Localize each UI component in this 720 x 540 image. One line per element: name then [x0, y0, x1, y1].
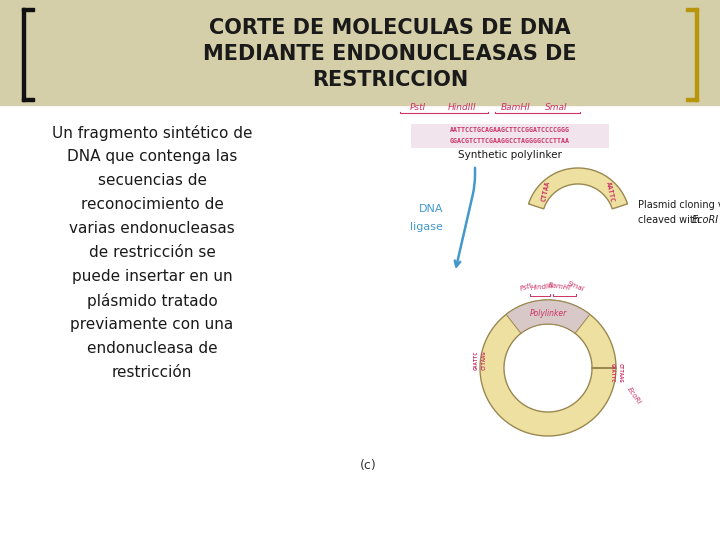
Text: CTTAA: CTTAA	[541, 181, 552, 202]
Text: puede insertar en un: puede insertar en un	[72, 269, 233, 284]
Text: endonucleasa de: endonucleasa de	[86, 341, 217, 356]
Text: CORTE DE MOLECULAS DE DNA: CORTE DE MOLECULAS DE DNA	[210, 18, 571, 38]
Bar	[686, 8, 698, 11]
Text: Synthetic polylinker: Synthetic polylinker	[458, 150, 562, 160]
Text: AATTCCTGCAGAAGCTTCCGGATCCCCGGG: AATTCCTGCAGAAGCTTCCGGATCCCCGGG	[450, 127, 570, 133]
Text: ligase: ligase	[410, 221, 443, 232]
Text: GGACGTCTTCGAAGGCCTAGGGGCCCTTAA: GGACGTCTTCGAAGGCCTAGGGGCCCTTAA	[450, 138, 570, 144]
Bar	[22, 8, 25, 101]
Polygon shape	[528, 168, 627, 209]
Text: SmaI: SmaI	[545, 103, 567, 112]
Text: EcoRI: EcoRI	[626, 386, 642, 406]
Text: Plasmid cloning vector: Plasmid cloning vector	[638, 200, 720, 210]
Polygon shape	[480, 300, 616, 436]
Text: PstI: PstI	[410, 103, 426, 112]
Text: cleaved with: cleaved with	[638, 215, 703, 225]
Text: restricción: restricción	[112, 365, 192, 380]
Text: reconocimiento de: reconocimiento de	[81, 197, 223, 212]
Text: GAATTC: GAATTC	[474, 350, 479, 370]
Text: Un fragmento sintético de: Un fragmento sintético de	[52, 125, 252, 141]
Text: HindIII: HindIII	[531, 283, 554, 291]
Text: MEDIANTE ENDONUCLEASAS DE: MEDIANTE ENDONUCLEASAS DE	[203, 44, 577, 64]
Bar	[686, 98, 698, 101]
Text: SmaI: SmaI	[567, 281, 585, 293]
Text: DNA que contenga las: DNA que contenga las	[67, 149, 237, 164]
Text: DNA: DNA	[418, 204, 443, 213]
Text: EcoRI: EcoRI	[692, 215, 719, 225]
Text: AATTC: AATTC	[605, 181, 615, 202]
Polygon shape	[506, 300, 590, 333]
Text: CTTAAG: CTTAAG	[618, 363, 623, 383]
Text: RESTRICCION: RESTRICCION	[312, 70, 468, 90]
Text: HindIII: HindIII	[448, 103, 477, 112]
Bar	[0, 0, 720, 105]
Text: PstI: PstI	[519, 282, 533, 292]
Bar	[695, 8, 698, 101]
Bar	[411, 124, 609, 148]
Text: CTTAAG: CTTAAG	[482, 350, 487, 370]
Text: plásmido tratado: plásmido tratado	[86, 293, 217, 309]
Text: GAATTC: GAATTC	[610, 363, 614, 383]
Text: previamente con una: previamente con una	[71, 317, 233, 332]
Text: BamHI: BamHI	[548, 282, 572, 291]
Text: (c): (c)	[359, 458, 377, 471]
Text: de restricción se: de restricción se	[89, 245, 215, 260]
Text: BamHI: BamHI	[501, 103, 531, 112]
Text: varias endonucleasas: varias endonucleasas	[69, 221, 235, 236]
Bar	[22, 98, 34, 101]
Bar	[22, 8, 34, 11]
Text: Polylinker: Polylinker	[529, 309, 567, 319]
Text: secuencias de: secuencias de	[97, 173, 207, 188]
